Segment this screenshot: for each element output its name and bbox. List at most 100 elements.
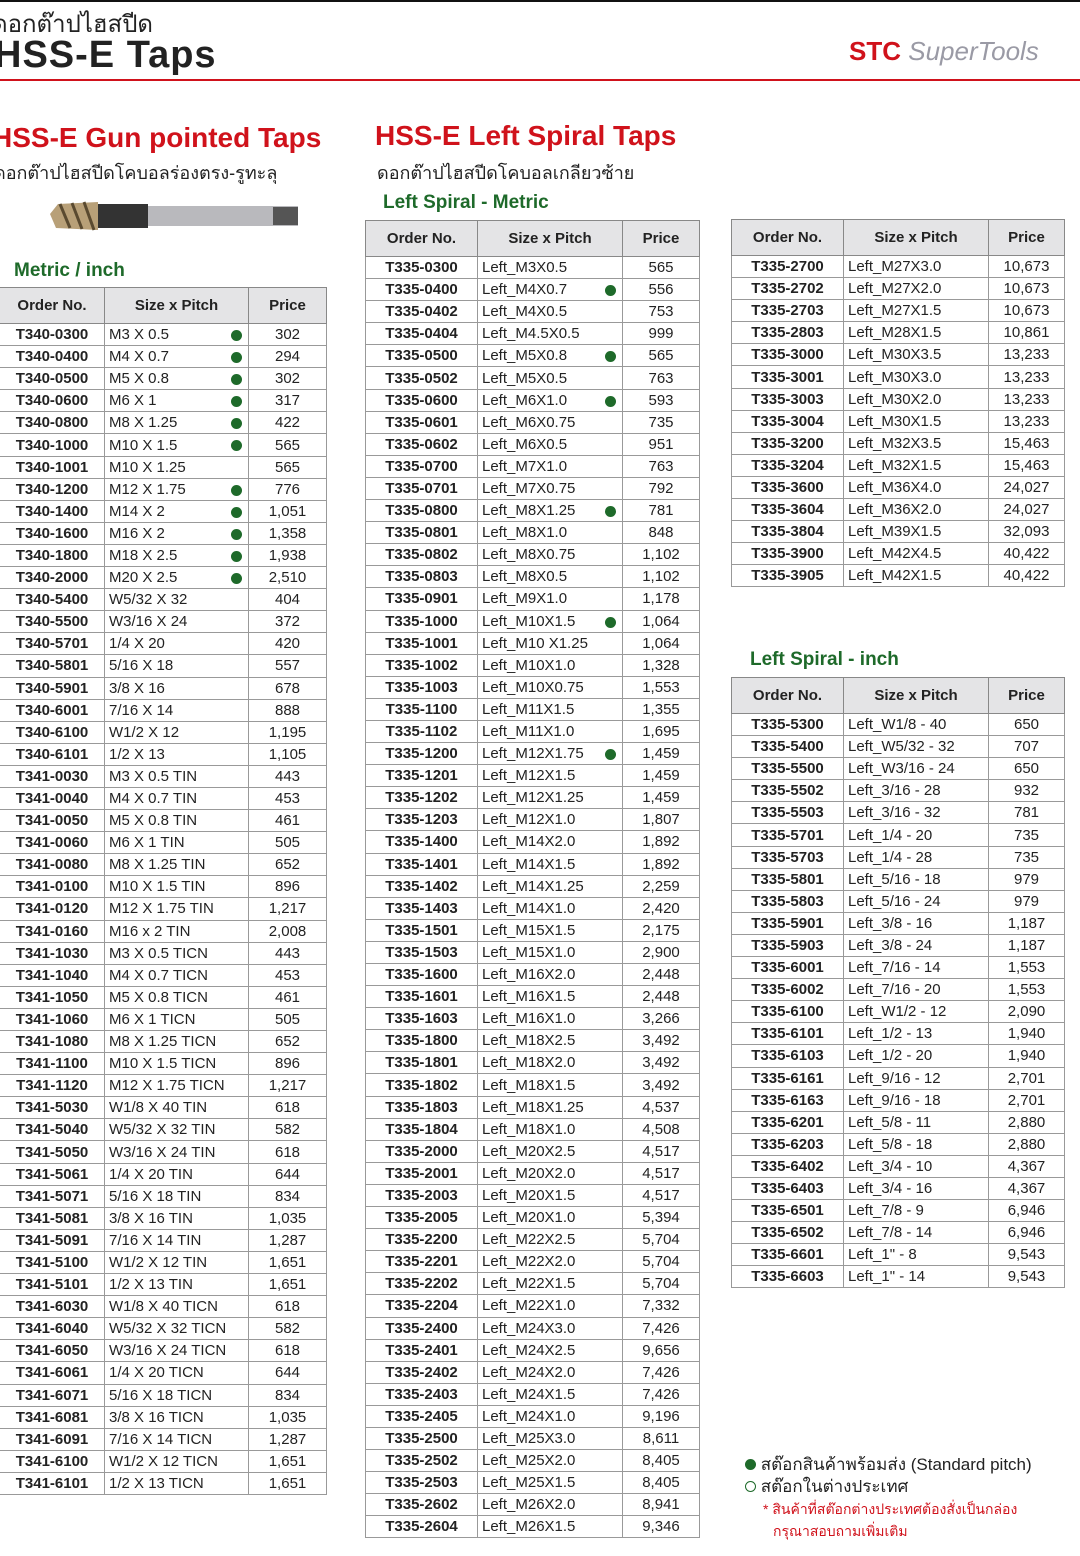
table-row: T335-2204 Left_M22X1.0 7,332 bbox=[365, 1294, 700, 1318]
order-no-cell: T335-6002 bbox=[731, 978, 844, 1002]
cell-text: Left_M26X2.0 bbox=[482, 1496, 576, 1514]
order-no-cell: T340-0600 bbox=[0, 389, 105, 413]
inch-subhead: Left Spiral - inch bbox=[750, 649, 899, 670]
table-row: T341-5030 W1/8 X 40 TIN 618 bbox=[0, 1096, 327, 1120]
price-cell: 4,517 bbox=[622, 1162, 700, 1185]
cell-text: T335-1002 bbox=[385, 656, 458, 674]
cell-text: 3,266 bbox=[642, 1010, 680, 1028]
table-row: T335-6403 Left_3/4 - 16 4,367 bbox=[731, 1177, 1065, 1201]
cell-text: 2,701 bbox=[1007, 1091, 1046, 1109]
price-cell: 2,090 bbox=[988, 1000, 1065, 1024]
table-row: T335-6402 Left_3/4 - 10 4,367 bbox=[731, 1155, 1065, 1178]
column-header-price: Price bbox=[988, 677, 1065, 714]
cell-text: T335-1402 bbox=[385, 877, 458, 895]
cell-text: Left_3/16 - 28 bbox=[848, 782, 941, 800]
order-no-cell: T340-0400 bbox=[0, 345, 105, 369]
size-pitch-cell: M4 X 0.7 TICN bbox=[104, 964, 249, 987]
cell-text: T335-5701 bbox=[751, 826, 824, 844]
size-pitch-cell: Left_M26X1.5 bbox=[477, 1515, 623, 1539]
left-spiral-metric-table-2: Order No. Size x Pitch Price T335-2700 Left_… bbox=[731, 219, 1065, 588]
price-cell: 1,940 bbox=[988, 1044, 1065, 1068]
order-no-cell: T335-2400 bbox=[365, 1317, 478, 1340]
size-pitch-cell: W1/8 X 40 TIN bbox=[104, 1096, 249, 1120]
table-row: T335-0803 Left_M8X0.5 1,102 bbox=[365, 565, 700, 589]
cell-text: 7/16 X 14 TICN bbox=[109, 1430, 213, 1448]
table-row: T335-0400 Left_M4X0.7 556 bbox=[365, 278, 700, 302]
cell-text: 9,543 bbox=[1007, 1246, 1046, 1264]
order-no-cell: T335-3200 bbox=[731, 432, 844, 455]
order-no-cell: T340-1600 bbox=[0, 522, 105, 545]
size-pitch-cell: Left_M12X1.25 bbox=[477, 786, 623, 810]
cell-text: T335-6403 bbox=[751, 1180, 824, 1198]
size-pitch-cell: 7/16 X 14 bbox=[104, 699, 249, 722]
cell-text: M5 X 0.8 bbox=[109, 370, 170, 388]
brand-sub: SuperTools bbox=[908, 36, 1039, 66]
cell-text: 4,517 bbox=[642, 1186, 680, 1204]
cell-text: Left_3/4 - 16 bbox=[848, 1180, 933, 1198]
table-row: T335-0701 Left_M7X0.75 792 bbox=[365, 477, 700, 501]
size-pitch-cell: Left_M18X2.0 bbox=[477, 1051, 623, 1075]
cell-text: 582 bbox=[274, 1320, 301, 1338]
price-cell: 1,287 bbox=[248, 1229, 327, 1252]
cell-text: 557 bbox=[274, 657, 301, 675]
cell-text: Left_M3X0.5 bbox=[482, 259, 568, 277]
table-row: T335-5300 Left_W1/8 - 40 650 bbox=[731, 713, 1065, 737]
size-pitch-cell: Left_W3/16 - 24 bbox=[843, 757, 989, 781]
order-no-cell: T335-3900 bbox=[731, 542, 844, 566]
table-row: T335-1802 Left_M18X1.5 3,492 bbox=[365, 1073, 700, 1097]
table-row: T335-3900 Left_M42X4.5 40,422 bbox=[731, 542, 1065, 566]
price-cell: 593 bbox=[622, 389, 700, 412]
order-no-cell: T341-0160 bbox=[0, 920, 105, 943]
cell-text: Left_5/8 - 11 bbox=[848, 1113, 932, 1131]
cell-text: T341-6030 bbox=[15, 1298, 89, 1316]
order-no-cell: T335-0800 bbox=[365, 499, 478, 523]
price-cell: 5,704 bbox=[622, 1272, 700, 1296]
cell-text: T341-5100 bbox=[15, 1253, 89, 1271]
cell-text: 9,346 bbox=[642, 1518, 680, 1536]
size-pitch-cell: 1/4 X 20 bbox=[104, 632, 249, 656]
size-pitch-cell: M10 X 1.5 TICN bbox=[104, 1052, 249, 1076]
cell-text: 979 bbox=[1013, 892, 1040, 910]
size-pitch-cell: Left_7/8 - 14 bbox=[843, 1221, 989, 1245]
price-cell: 618 bbox=[248, 1096, 327, 1120]
order-no-cell: T340-1400 bbox=[0, 500, 105, 523]
cell-text: Left_M12X1.75 bbox=[482, 745, 584, 763]
cell-text: T335-6502 bbox=[751, 1224, 824, 1242]
price-cell: 1,187 bbox=[988, 934, 1065, 958]
cell-text: 15,463 bbox=[1003, 456, 1050, 474]
table-row: T335-0601 Left_M6X0.75 735 bbox=[365, 411, 700, 434]
cell-text: 461 bbox=[274, 812, 301, 830]
cell-text: 1/2 X 13 TICN bbox=[109, 1474, 204, 1492]
price-cell: 372 bbox=[248, 610, 327, 634]
table-row: T340-1600 M16 X 2 1,358 bbox=[0, 522, 327, 545]
cell-text: T335-2502 bbox=[385, 1452, 458, 1470]
cell-text: Left_M8X1.0 bbox=[482, 524, 568, 542]
cell-text: T340-1400 bbox=[15, 502, 89, 520]
cell-text: Left_M28X1.5 bbox=[848, 324, 942, 342]
price-cell: 10,673 bbox=[988, 277, 1065, 301]
cell-text: T335-1501 bbox=[385, 921, 458, 939]
left-spiral-inch-table: Order No. Size x Pitch Price T335-5300 Left_… bbox=[731, 677, 1065, 1289]
table-row: T335-0404 Left_M4.5X0.5 999 bbox=[365, 322, 700, 346]
size-pitch-cell: Left_1" - 14 bbox=[843, 1265, 989, 1289]
order-no-cell: T335-1000 bbox=[365, 610, 478, 633]
order-no-cell: T340-6001 bbox=[0, 699, 105, 722]
cell-text: T340-0300 bbox=[15, 326, 89, 344]
table-row: T335-5703 Left_1/4 - 28 735 bbox=[731, 846, 1065, 869]
price-cell: 1,035 bbox=[248, 1207, 327, 1230]
cell-text: Left_M20X1.0 bbox=[482, 1209, 576, 1227]
price-cell: 1,358 bbox=[248, 522, 327, 545]
cell-text: 420 bbox=[274, 635, 301, 653]
cell-text: Left_M22X2.5 bbox=[482, 1231, 576, 1249]
size-pitch-cell: W5/32 X 32 bbox=[104, 588, 249, 612]
price-cell: 1,064 bbox=[622, 632, 700, 655]
table-row: T335-2001 Left_M20X2.0 4,517 bbox=[365, 1162, 700, 1185]
size-pitch-cell: Left_M15X1.0 bbox=[477, 941, 623, 965]
table-row: T341-0160 M16 x 2 TIN 2,008 bbox=[0, 920, 327, 943]
order-no-cell: T335-1503 bbox=[365, 941, 478, 965]
cell-text: T335-2202 bbox=[385, 1275, 458, 1293]
size-pitch-cell: Left_9/16 - 12 bbox=[843, 1067, 989, 1090]
size-pitch-cell: Left_M39X1.5 bbox=[843, 520, 989, 544]
cell-text: T335-0300 bbox=[385, 259, 458, 277]
size-pitch-cell: 1/4 X 20 TIN bbox=[104, 1163, 249, 1186]
